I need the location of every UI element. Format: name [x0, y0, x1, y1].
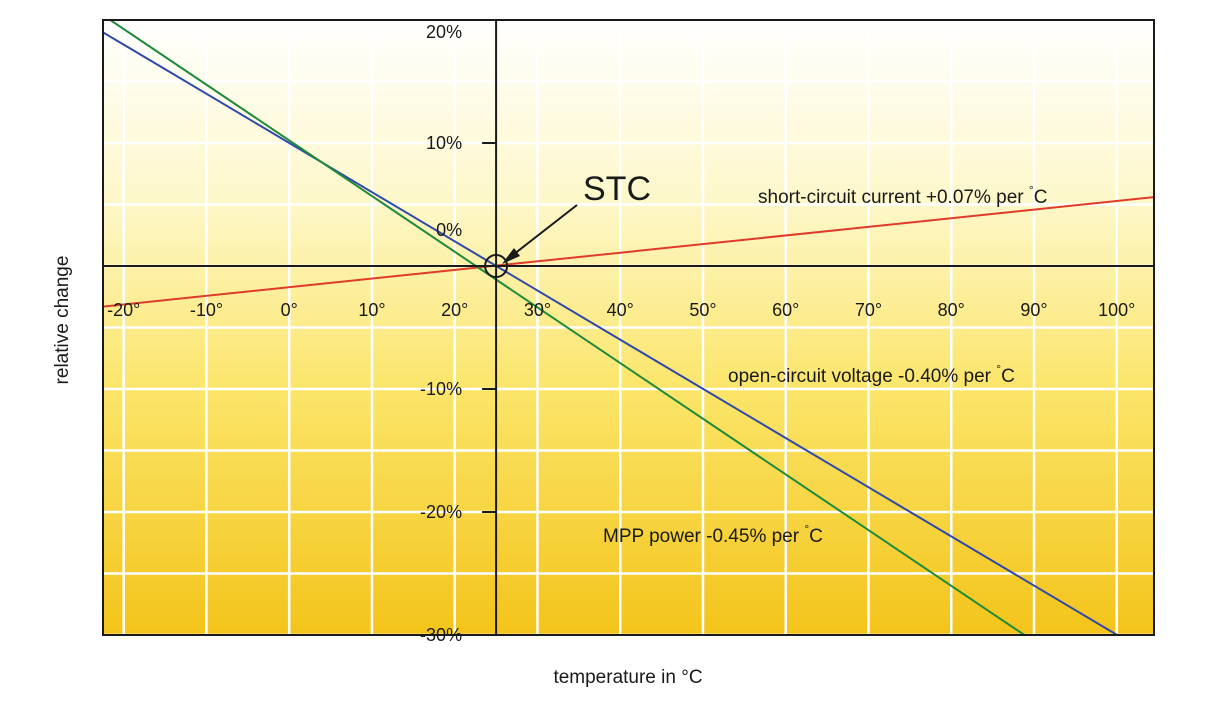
x-tick-labels: -20° -10° 0° 10° 20° 30° 40° 50° 60° 70° 80° 90° 100… [107, 300, 1135, 320]
series-line-2 [108, 20, 1027, 635]
stc-arrow [508, 204, 578, 259]
stc-annotation: STC [484, 170, 651, 278]
x-tick-label: -10° [190, 300, 223, 320]
x-axis-title: temperature in °C [553, 667, 702, 688]
x-tick-label: 70° [855, 300, 882, 320]
series-line-1 [103, 31, 1120, 635]
stc-marker [484, 254, 509, 278]
x-tick-label: 20° [441, 300, 468, 320]
x-tick-label: 10° [358, 300, 385, 320]
x-tick-label: 30° [524, 300, 551, 320]
series-label-open-circuit-voltage: open-circuit voltage -0.40% per °C [728, 362, 1015, 387]
stc-label: STC [583, 170, 651, 208]
x-tick-label: 80° [938, 300, 965, 320]
series-label-mpp-power: MPP power -0.45% per °C [603, 522, 823, 547]
x-tick-label: 90° [1020, 300, 1047, 320]
y-tick-labels: 20% 10% 0% -10% -20% -30% [420, 22, 462, 645]
y-tick-label: 20% [426, 22, 462, 42]
x-tick-label: -20° [107, 300, 140, 320]
stc-arrowhead [502, 248, 520, 264]
y-tick-label: -20% [420, 502, 462, 522]
y-tick-label: 10% [426, 133, 462, 153]
y-tick-label: 0% [436, 220, 462, 240]
x-tick-label: 60° [772, 300, 799, 320]
y-tick-label: -10% [420, 379, 462, 399]
y-axis-title: relative change [52, 256, 73, 385]
series-labels: short-circuit current +0.07% per °C open… [603, 183, 1047, 547]
x-tick-label: 100° [1098, 300, 1135, 320]
series-group [103, 20, 1154, 635]
x-tick-label: 0° [281, 300, 298, 320]
y-tick-label: -30% [420, 625, 462, 645]
x-tick-label: 40° [607, 300, 634, 320]
series-label-short-circuit-current: short-circuit current +0.07% per °C [758, 183, 1047, 208]
series-line-0 [103, 196, 1154, 308]
plot-frame [102, 19, 1155, 636]
x-tick-label: 50° [689, 300, 716, 320]
